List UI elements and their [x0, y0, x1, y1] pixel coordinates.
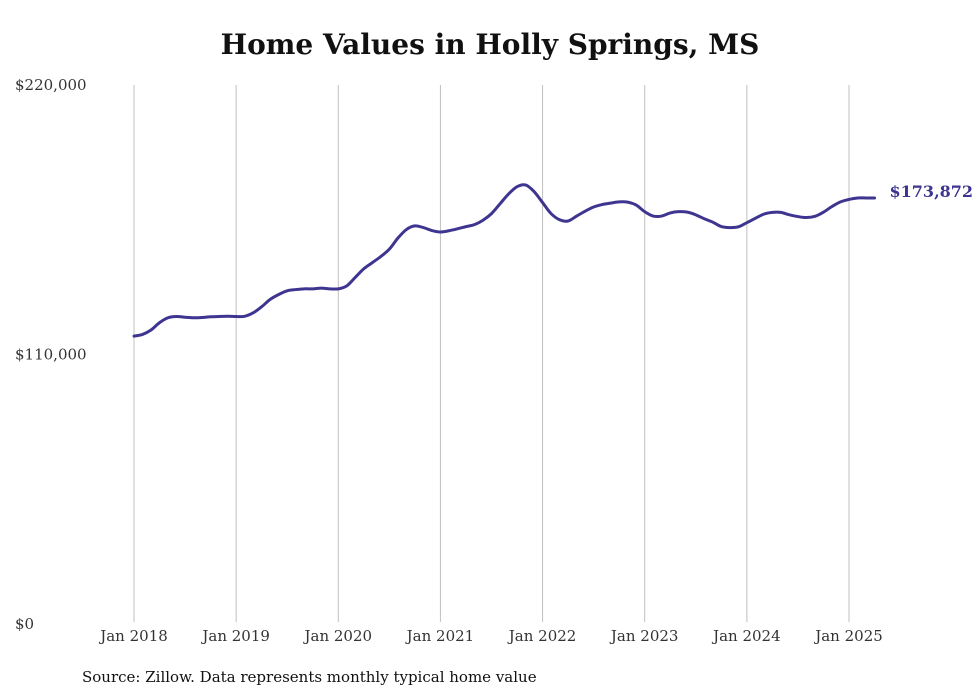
end-label-layer: $173,872 — [890, 182, 974, 201]
home-value-line — [132, 183, 877, 338]
x-tick-label-jan-2020: Jan 2020 — [303, 627, 373, 645]
x-tick-label-jan-2021: Jan 2021 — [405, 627, 475, 645]
x-axis-ticks: Jan 2018 Jan 2019 Jan 2020 Jan 2021 Jan 2022… — [98, 627, 883, 645]
x-tick-label-jan-2024: Jan 2024 — [711, 627, 781, 645]
y-tick-label-220000: $220,000 — [15, 76, 87, 94]
series-layer — [132, 183, 877, 338]
y-axis-ticks: $0 $110,000 $220,000 — [15, 76, 87, 633]
y-tick-label-0: $0 — [15, 615, 34, 633]
x-tick-label-jan-2019: Jan 2019 — [200, 627, 270, 645]
gridlines — [133, 85, 850, 622]
source-note: Source: Zillow. Data represents monthly … — [82, 668, 537, 686]
x-tick-label-jan-2018: Jan 2018 — [98, 627, 168, 645]
x-tick-label-jan-2022: Jan 2022 — [507, 627, 577, 645]
chart-title: Home Values in Holly Springs, MS — [220, 28, 760, 61]
end-value-label: $173,872 — [890, 182, 974, 201]
x-tick-label-jan-2023: Jan 2023 — [609, 627, 679, 645]
y-tick-label-110000: $110,000 — [15, 346, 87, 364]
x-tick-label-jan-2025: Jan 2025 — [813, 627, 883, 645]
